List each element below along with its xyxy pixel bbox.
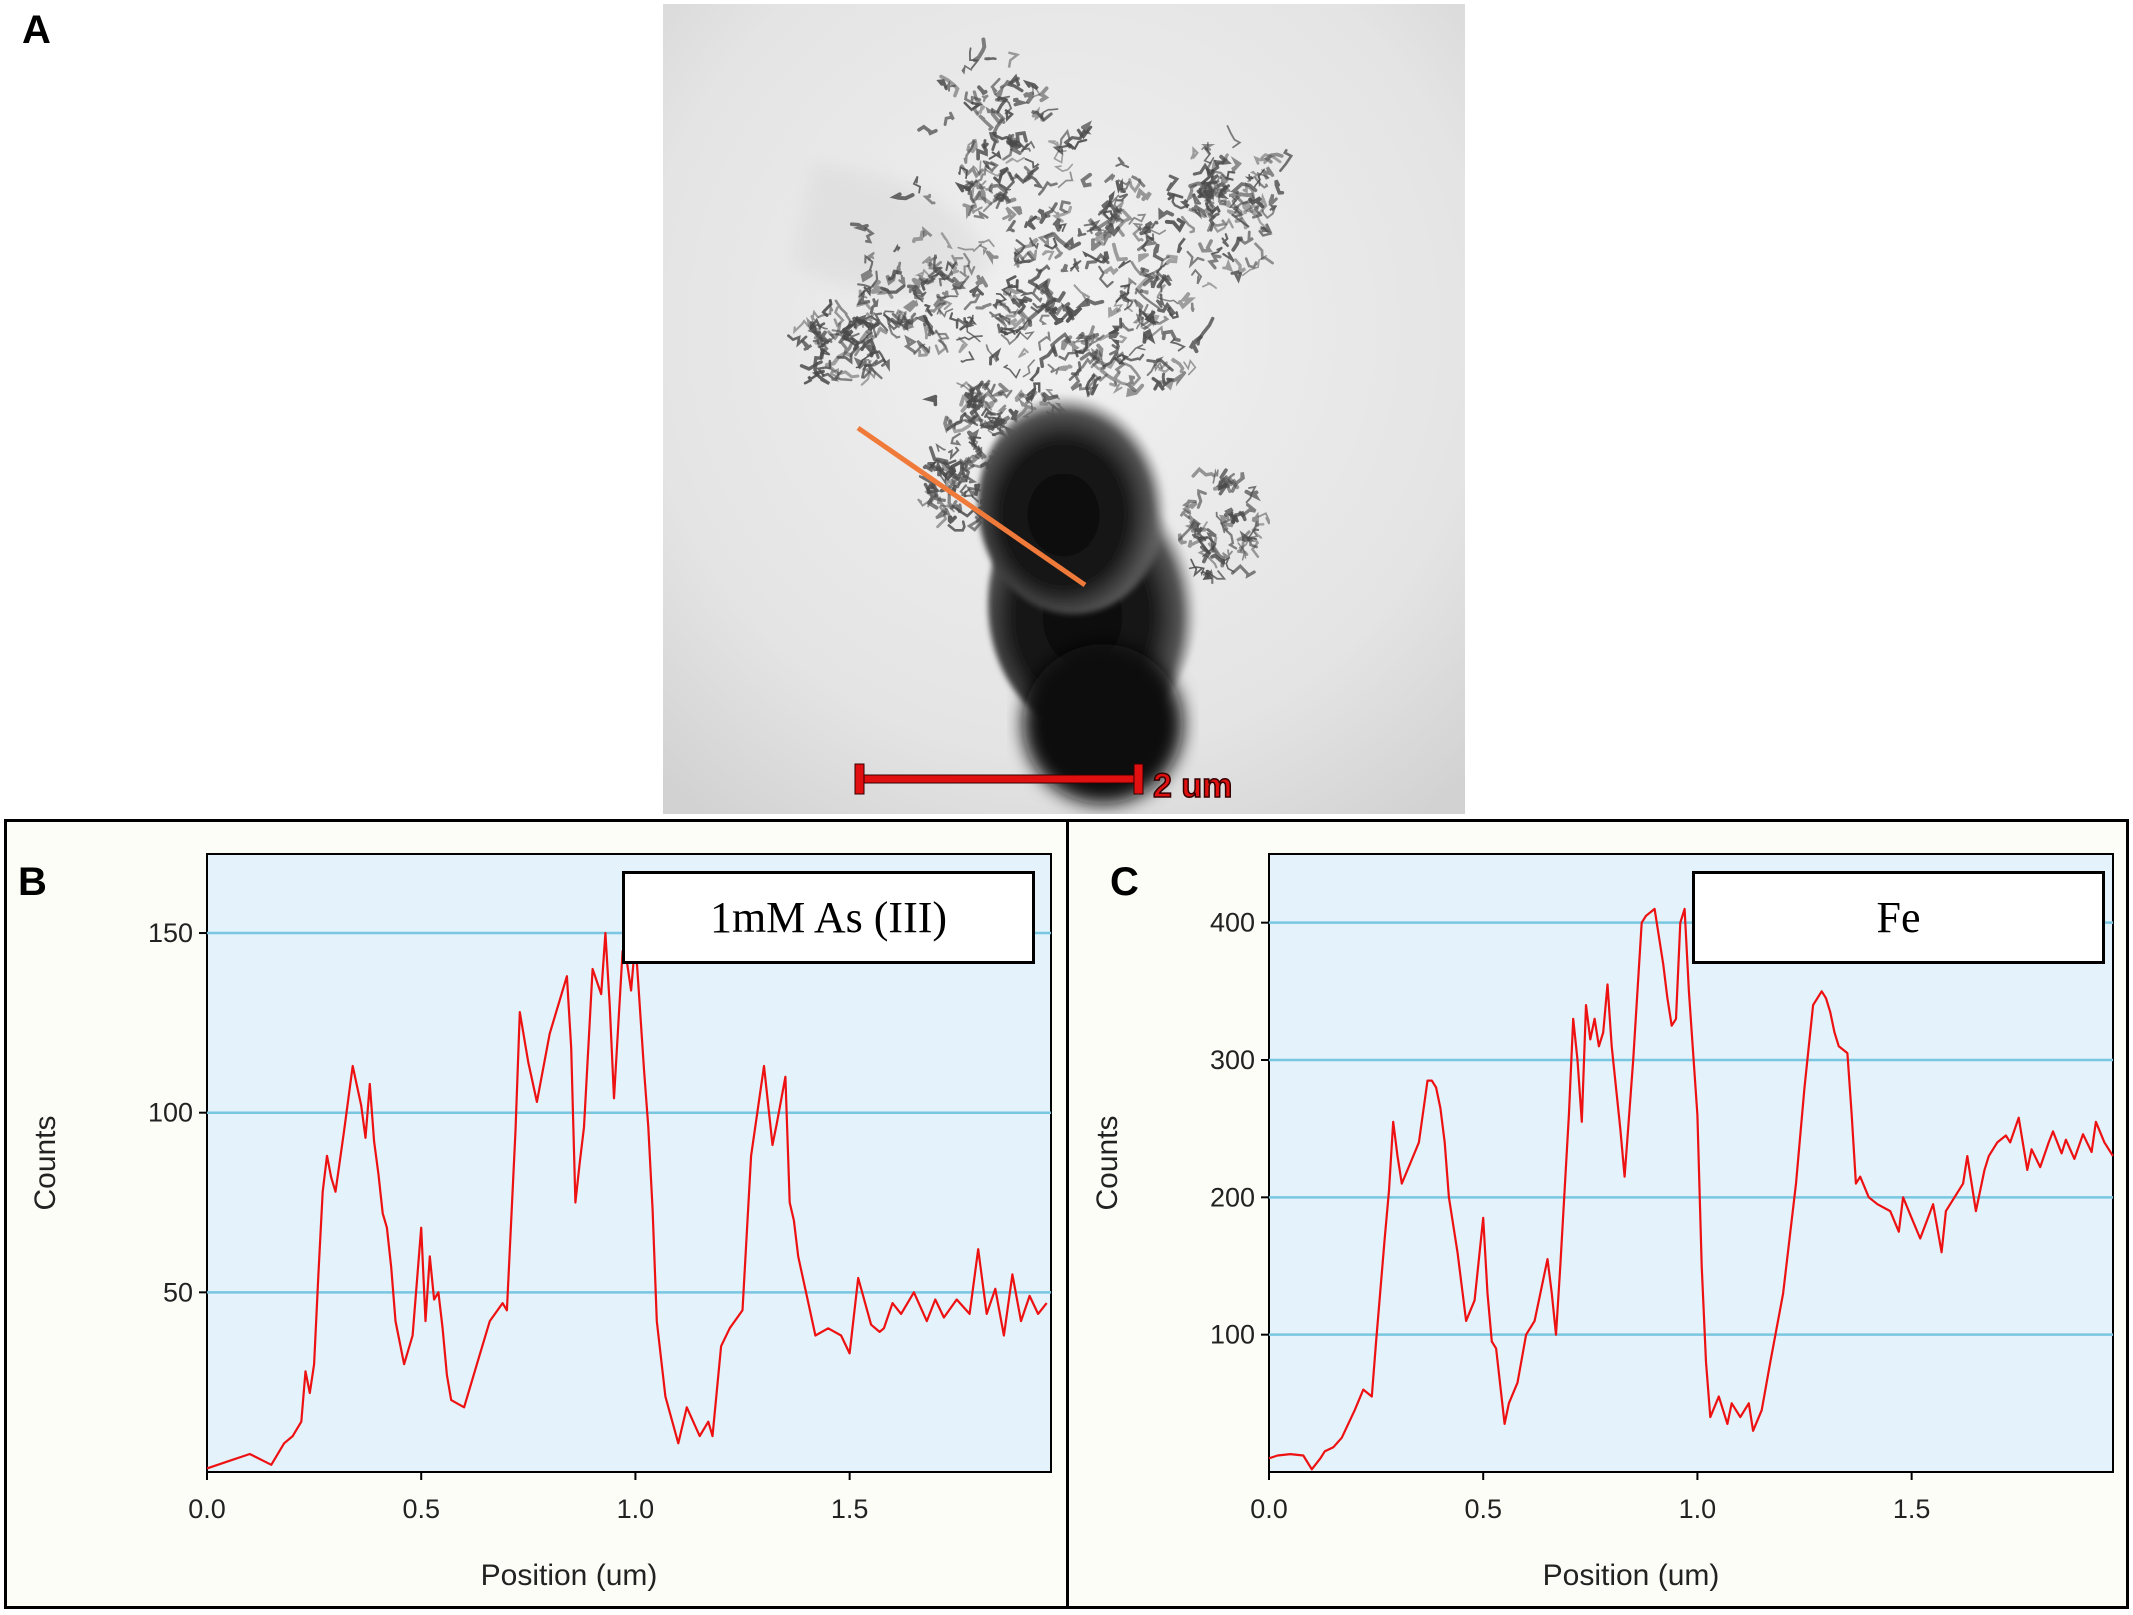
y-tick-label-c-3: 400: [1210, 908, 1255, 938]
y-tick-label-c-0: 100: [1210, 1320, 1255, 1350]
y-axis-label-b: Counts: [29, 1115, 62, 1210]
panel-letter-b: B: [18, 860, 47, 904]
y-tick-label-c-1: 200: [1210, 1182, 1255, 1212]
x-tick-label-c-2: 1.0: [1679, 1494, 1717, 1524]
y-tick-label-b-1: 100: [148, 1098, 193, 1128]
scan-line: [856, 425, 1087, 588]
series-line-c-0: [1268, 907, 2114, 1471]
scale-bar-label: 2 um: [1153, 767, 1232, 805]
tem-micrograph: 2 um: [663, 4, 1465, 814]
x-tick-label-b-2: 1.0: [617, 1494, 655, 1524]
x-axis-label-c: Position (um): [1543, 1559, 1720, 1592]
x-tick-label-c-1: 0.5: [1464, 1494, 1502, 1524]
x-axis-label-b: Position (um): [481, 1559, 658, 1592]
nanoparticle-aggregate: [787, 37, 1294, 585]
legend-c: Fe: [1692, 871, 2105, 964]
y-axis-label-c: Counts: [1091, 1115, 1124, 1210]
y-tick-label-b-0: 50: [163, 1277, 193, 1307]
y-tick-label-c-2: 300: [1210, 1045, 1255, 1075]
y-tick-label-b-2: 150: [148, 918, 193, 948]
x-tick-label-b-0: 0.0: [188, 1494, 226, 1524]
x-tick-label-c-3: 1.5: [1893, 1494, 1931, 1524]
legend-c-label: Fe: [1876, 893, 1921, 942]
x-tick-label-c-0: 0.0: [1250, 1494, 1288, 1524]
panel-letter-c: C: [1110, 860, 1139, 904]
x-tick-label-b-3: 1.5: [831, 1494, 869, 1524]
x-tick-label-b-1: 0.5: [402, 1494, 440, 1524]
series-line-b-0: [206, 931, 1048, 1470]
legend-b: 1mM As (III): [622, 871, 1035, 964]
legend-b-label: 1mM As (III): [709, 893, 948, 942]
panel-letter-a: A: [22, 8, 51, 52]
scale-bar: [854, 763, 1144, 795]
